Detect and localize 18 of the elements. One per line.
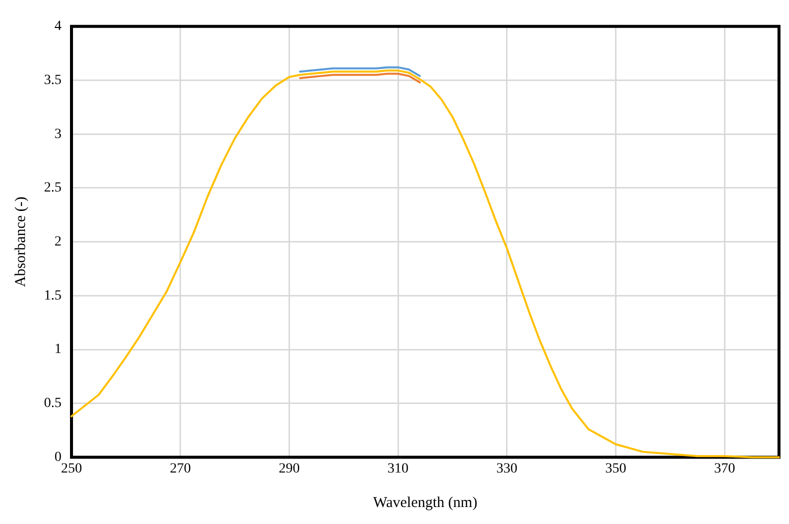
y-tick-label: 1.5 bbox=[44, 288, 62, 304]
y-tick-label: 2.5 bbox=[44, 180, 62, 196]
y-tick-label: 3.5 bbox=[44, 72, 62, 88]
x-axis-title: Wavelength (nm) bbox=[373, 494, 478, 511]
y-tick-label: 3 bbox=[54, 126, 62, 142]
y-tick-label: 4 bbox=[54, 19, 62, 34]
x-tick-label: 290 bbox=[278, 461, 300, 476]
x-tick-label: 330 bbox=[496, 461, 518, 476]
x-tick-label: 350 bbox=[605, 461, 626, 476]
y-tick-label: 1 bbox=[54, 342, 62, 358]
y-tick-label: 0 bbox=[54, 450, 62, 465]
x-tick-label: 250 bbox=[61, 461, 82, 476]
y-tick-label: 2 bbox=[54, 234, 62, 250]
y-axis-title: Absorbance (-) bbox=[12, 196, 29, 287]
x-tick-label: 310 bbox=[388, 461, 409, 476]
x-tick-label: 370 bbox=[714, 461, 736, 476]
x-tick-label: 270 bbox=[170, 461, 191, 476]
y-tick-label: 0.5 bbox=[44, 396, 62, 412]
